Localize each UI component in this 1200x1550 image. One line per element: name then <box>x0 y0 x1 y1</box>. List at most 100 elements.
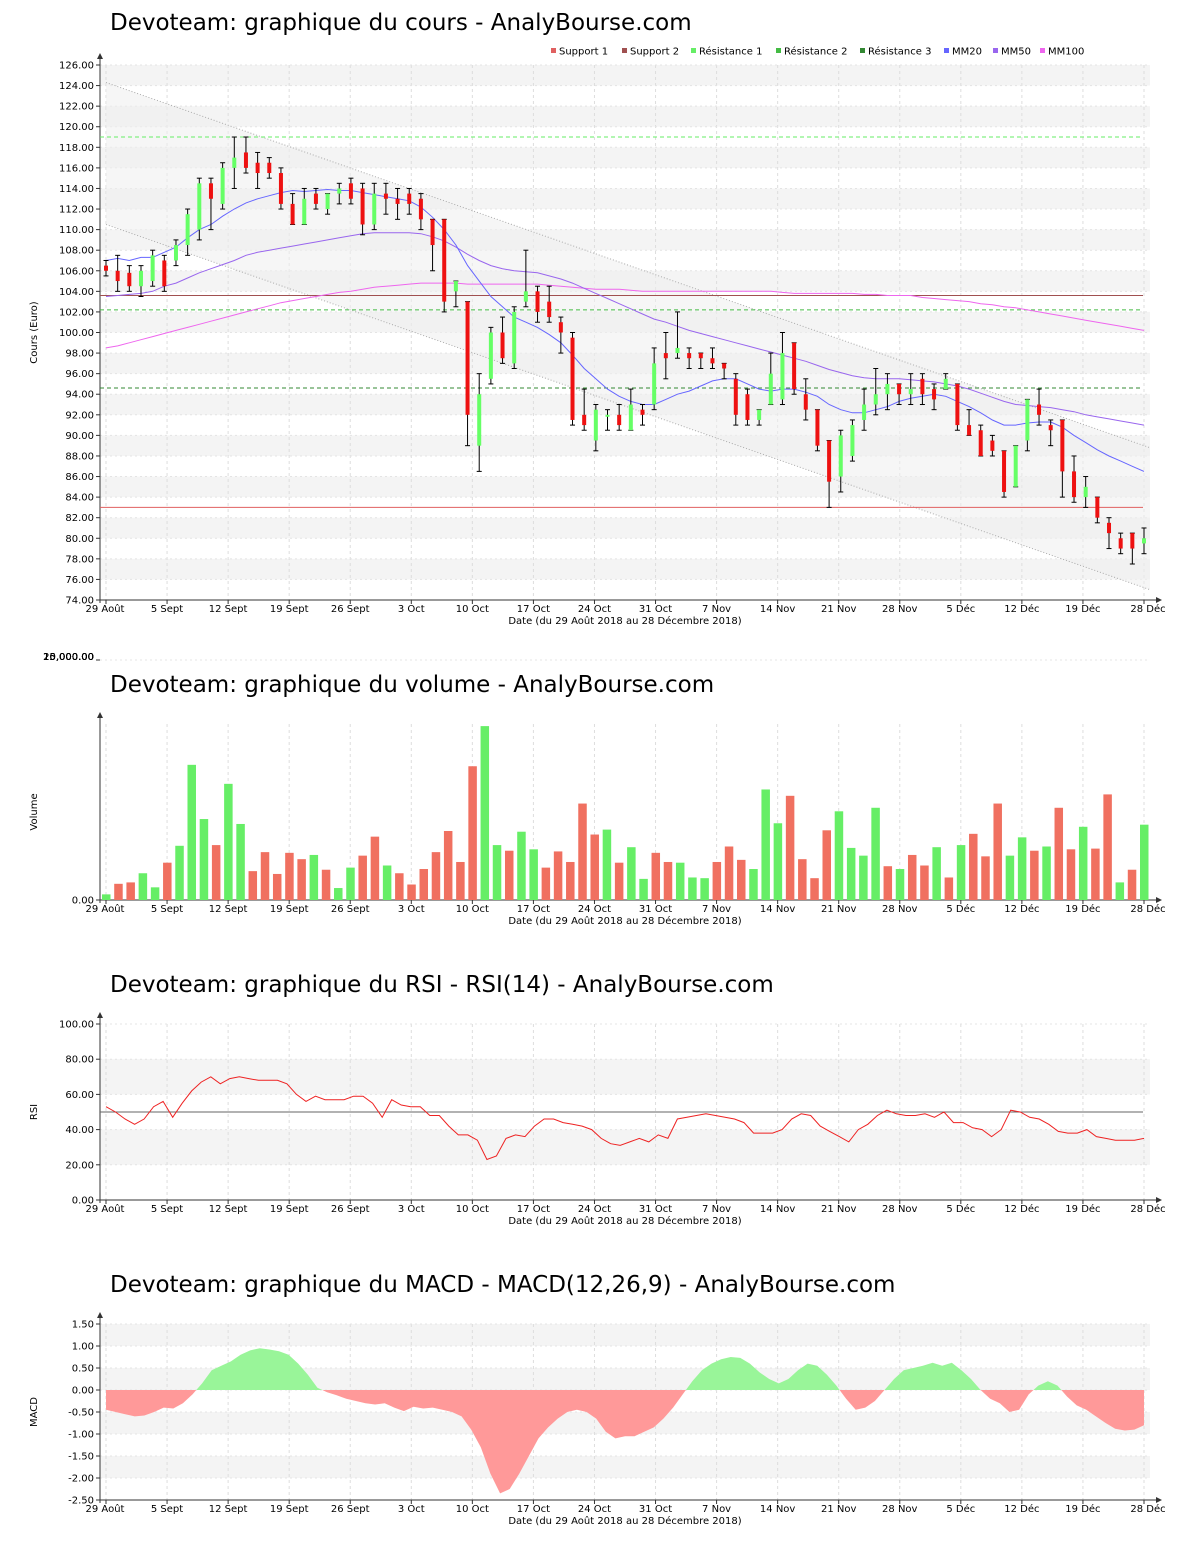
candle-down <box>967 425 972 436</box>
volume-bar-down <box>1091 848 1100 900</box>
x-tick-label: 26 Sept <box>331 1504 370 1515</box>
grid-band <box>100 558 1150 580</box>
trend-channel <box>106 82 1150 590</box>
x-tick-label: 28 Déc <box>1130 1503 1165 1515</box>
y-tick-label: 40.00 <box>65 1125 94 1136</box>
x-axis-arrow <box>1156 897 1162 903</box>
candle-down <box>1130 533 1135 549</box>
candle-down <box>733 378 738 415</box>
y-tick-label: 5,000.00 <box>49 652 94 663</box>
x-tick-label: 24 Oct <box>578 604 611 615</box>
x-tick-label: 29 Août <box>86 1203 125 1215</box>
volume-bar-down <box>1127 869 1137 900</box>
candle-up <box>512 311 517 364</box>
volume-bar-down <box>163 862 172 900</box>
candle-down <box>558 322 563 333</box>
volume-bar-up <box>639 878 648 900</box>
candle-down <box>418 198 423 220</box>
volume-bar-up <box>334 888 343 900</box>
grid-band <box>100 1059 1150 1095</box>
y-tick-label: 10,000.00 <box>43 652 94 663</box>
volume-bar-down <box>419 869 429 900</box>
x-tick-label: 5 Sept <box>151 1504 183 1515</box>
price-chart-title: Devoteam: graphique du cours - AnalyBour… <box>110 10 692 36</box>
candle-down <box>617 414 622 426</box>
y-tick-label: 60.00 <box>65 1090 94 1101</box>
candle-up <box>652 363 657 405</box>
candle-up <box>593 409 598 441</box>
candle-down <box>290 203 295 225</box>
volume-bar-up <box>199 819 209 900</box>
x-tick-label: 24 Oct <box>578 1504 611 1515</box>
x-tick-label: 5 Sept <box>151 1204 183 1215</box>
volume-bar-down <box>211 845 221 900</box>
volume-bar-up <box>749 869 758 900</box>
y-axis-arrow <box>97 1312 103 1318</box>
y-tick-label: 0.50 <box>72 1364 94 1375</box>
volume-bar-down <box>969 833 978 900</box>
candle-down <box>687 353 692 359</box>
candle-down <box>348 183 353 199</box>
volume-bar-down <box>724 846 734 900</box>
macd-negative-area <box>839 1390 885 1410</box>
candle-down <box>722 363 727 369</box>
macd-positive-area <box>196 1348 323 1390</box>
candle-down <box>1048 425 1053 431</box>
candle-up <box>885 383 890 395</box>
candle-down <box>243 152 248 168</box>
x-axis-arrow <box>1156 1197 1162 1203</box>
y-tick-label: 118.00 <box>59 143 94 154</box>
legend-label: Résistance 1 <box>699 46 762 58</box>
y-tick-label: 92.00 <box>65 410 94 421</box>
grid-band <box>100 65 1150 86</box>
x-tick-label: 19 Sept <box>270 1504 309 1515</box>
candle-down <box>978 430 983 456</box>
candle-down <box>663 353 668 359</box>
candle-down <box>827 440 832 482</box>
candle-up <box>220 167 225 204</box>
mm50-line <box>105 232 1145 426</box>
volume-bar-down <box>822 830 831 900</box>
candle-up <box>873 394 878 405</box>
x-tick-label: 28 Nov <box>882 604 918 615</box>
legend-swatch <box>691 48 696 53</box>
candle-down <box>313 193 318 204</box>
candle-down <box>407 193 412 204</box>
candle-down <box>267 162 272 174</box>
volume-bar-up <box>1115 882 1125 900</box>
legend-label: MM50 <box>1001 47 1031 58</box>
y-tick-label: 25,000.00 <box>43 652 94 663</box>
y-tick-label: 84.00 <box>65 493 94 504</box>
y-tick-label: 108.00 <box>59 246 94 257</box>
price-panel: Devoteam: graphique du cours - AnalyBour… <box>0 0 1200 640</box>
volume-bar-up <box>761 789 770 900</box>
candle-up <box>197 183 202 230</box>
x-tick-label: 26 Sept <box>331 1204 370 1215</box>
x-tick-label: 29 Août <box>86 903 125 915</box>
candle-down <box>430 219 435 246</box>
volume-bar-down <box>321 869 331 900</box>
candle-down <box>1107 522 1112 534</box>
volume-bar-up <box>602 829 612 900</box>
x-tick-label: 12 Sept <box>209 1504 248 1515</box>
volume-bar-down <box>248 871 258 900</box>
volume-bar-up <box>529 849 538 900</box>
y-tick-label: 96.00 <box>65 369 94 380</box>
volume-bar-down <box>810 878 819 900</box>
y-tick-label: 104.00 <box>59 287 94 298</box>
x-tick-label: 5 Déc <box>946 1203 975 1215</box>
candle-up <box>850 425 855 456</box>
y-tick-label: 124.00 <box>59 81 94 92</box>
volume-bar-up <box>175 845 184 900</box>
y-tick-label: 90.00 <box>65 431 94 442</box>
candle-up <box>1142 538 1146 544</box>
candle-down <box>710 358 715 364</box>
y-tick-label: 94.00 <box>65 390 94 401</box>
volume-bar-down <box>114 883 123 900</box>
y-tick-label: 112.00 <box>59 205 94 216</box>
volume-bar-up <box>956 845 966 900</box>
x-tick-label: 28 Nov <box>882 904 918 915</box>
candle-up <box>337 188 342 194</box>
x-axis-label: Date (du 29 Août 2018 au 28 Décembre 201… <box>508 1515 741 1527</box>
channel-upper-line <box>105 82 1151 449</box>
